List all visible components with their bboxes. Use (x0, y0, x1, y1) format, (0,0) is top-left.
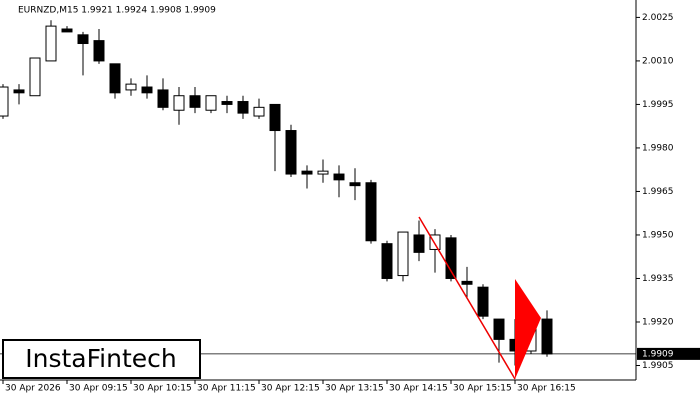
candle-body (413, 234, 425, 253)
x-tick-label: 30 Apr 12:15 (261, 384, 320, 394)
pattern-pole (418, 216, 516, 380)
pattern-flag (515, 279, 541, 379)
logo-box (2, 339, 201, 379)
y-tick-label: 1.9995 (642, 100, 674, 110)
y-tick-label: 1.9905 (642, 361, 674, 371)
candle-body (29, 57, 41, 97)
y-tick-label: 2.0010 (642, 56, 674, 66)
candle-body (125, 83, 137, 91)
candle-body (141, 86, 153, 94)
y-tick-label: 1.9980 (642, 143, 674, 153)
candle-body (253, 106, 265, 117)
candle-body (77, 34, 89, 45)
candle-body (445, 237, 457, 279)
y-tick-label: 1.9920 (642, 317, 674, 327)
candle-body (93, 40, 105, 62)
logo: InstaFintech (25, 344, 177, 373)
candle-body (61, 28, 73, 33)
x-tick-label: 30 Apr 14:15 (389, 384, 448, 394)
x-tick-label: 30 Apr 15:15 (453, 384, 512, 394)
x-tick-label: 30 Apr 16:15 (517, 384, 576, 394)
candle-body (13, 89, 25, 94)
candle-body (189, 95, 201, 108)
candle-body (109, 63, 121, 94)
x-tick-label: 30 Apr 09:15 (69, 384, 128, 394)
candle-body (461, 280, 473, 285)
candle-body (45, 25, 57, 62)
candle-body (205, 95, 217, 111)
chart-title: EURNZD,M15 1.9921 1.9924 1.9908 1.9909 (18, 6, 216, 16)
candle-body (333, 173, 345, 181)
candle-body (429, 234, 441, 250)
candle-body (541, 318, 553, 355)
candle-body (365, 182, 377, 242)
candle-body (269, 103, 281, 132)
x-tick-label: 30 Apr 11:15 (197, 384, 256, 394)
candle-body (493, 318, 505, 340)
candle-body (397, 231, 409, 277)
candle-body (285, 130, 297, 175)
candle-body (0, 86, 9, 117)
candle-body (381, 243, 393, 279)
candle-body (173, 95, 185, 111)
x-tick-label: 30 Apr 10:15 (133, 384, 192, 394)
candle-body (477, 286, 489, 317)
candle-body (301, 170, 313, 175)
x-tick-label: 30 Apr 13:15 (325, 384, 384, 394)
candle-body (221, 101, 233, 105)
candle-body (317, 170, 329, 175)
y-tick-label: 1.9935 (642, 274, 674, 284)
candle-body (157, 89, 169, 108)
y-tick-label: 1.9965 (642, 187, 674, 197)
y-tick-label: 2.0025 (642, 13, 674, 23)
candle-body (237, 101, 249, 114)
candle-body (349, 182, 361, 187)
y-tick-label: 1.9950 (642, 230, 674, 240)
x-tick-label: 30 Apr 2026 (5, 384, 61, 394)
current-price-box (637, 347, 700, 360)
current-price-label: 1.9909 (642, 349, 674, 359)
